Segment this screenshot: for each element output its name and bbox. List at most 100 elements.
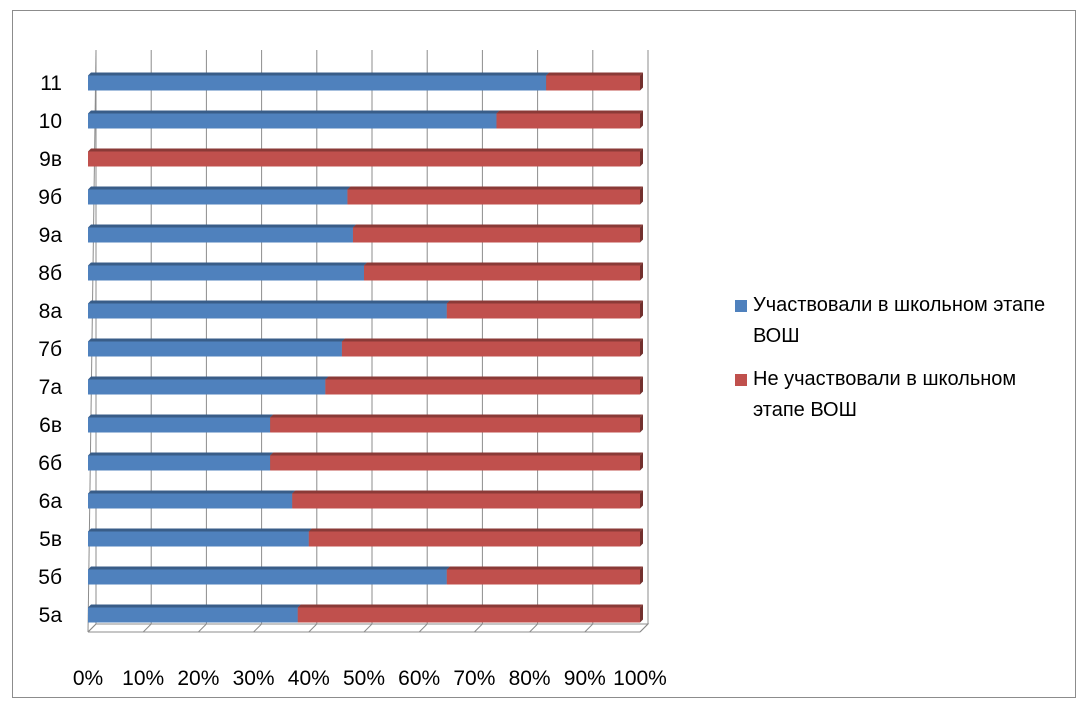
y-tick-label: 8а	[39, 300, 63, 323]
bar-side-1-9	[640, 262, 643, 281]
bar-0-13	[88, 113, 497, 129]
bar-top-0-8	[88, 300, 450, 304]
x-tick-label: 70%	[453, 667, 495, 690]
x-tick-label: 90%	[564, 667, 606, 690]
bar-1-2	[308, 531, 640, 547]
legend: Участвовали в школьном этапе ВОШ Не учас…	[735, 290, 1075, 438]
legend-swatch-participated	[735, 300, 747, 312]
bar-top-1-0	[297, 604, 643, 608]
gridline-floor-1	[142, 623, 152, 633]
bar-1-4	[270, 455, 640, 471]
y-tick-label: 5б	[38, 566, 62, 589]
y-tick-label: 11	[40, 72, 62, 95]
legend-label-not-participated: Не участвовали в школьном этапе ВОШ	[753, 368, 1017, 421]
bar-top-0-9	[88, 262, 367, 266]
bar-top-0-6	[88, 376, 329, 380]
y-tick-label: 9а	[39, 224, 63, 247]
legend-item-not-participated: Не участвовали в школьном этапе ВОШ	[735, 364, 1075, 426]
bar-1-11	[347, 189, 640, 205]
x-tick-label: 100%	[613, 667, 667, 690]
bar-0-10	[88, 227, 353, 243]
gridline-floor-2	[198, 623, 207, 633]
gridline-floor-4	[308, 623, 318, 633]
gridline-floor-6	[418, 623, 428, 633]
gridline-floor-5	[363, 623, 373, 633]
bar-side-1-4	[640, 452, 643, 471]
bar-side-1-12	[640, 148, 643, 167]
y-tick-label: 8б	[38, 262, 62, 285]
x-tick-label: 10%	[122, 667, 164, 690]
gridline-floor-0	[87, 623, 97, 633]
y-tick-label: 6б	[38, 452, 62, 475]
bar-top-1-5	[270, 414, 643, 418]
bar-side-1-2	[640, 528, 643, 547]
bar-1-0	[297, 607, 640, 623]
bar-top-1-8	[446, 300, 643, 304]
gridline-floor-3	[253, 623, 262, 633]
y-tick-label: 6а	[39, 490, 63, 513]
bar-1-8	[446, 303, 640, 319]
gridline-floor-10	[639, 623, 649, 633]
x-tick-label: 0%	[73, 667, 103, 690]
bar-top-0-1	[88, 566, 450, 570]
bar-side-1-1	[640, 566, 643, 585]
bar-0-6	[88, 379, 326, 395]
bar-1-12	[88, 151, 640, 167]
gridline-floor-8	[529, 623, 538, 633]
x-tick-label: 60%	[398, 667, 440, 690]
y-tick-label: 5в	[39, 528, 62, 551]
bar-top-0-2	[88, 528, 312, 532]
legend-item-participated: Участвовали в школьном этапе ВОШ	[735, 290, 1075, 352]
bar-side-1-14	[640, 72, 643, 91]
x-tick-label: 20%	[177, 667, 219, 690]
bar-top-1-14	[546, 72, 643, 76]
bar-side-1-10	[640, 224, 643, 243]
bar-top-0-11	[88, 186, 351, 190]
bar-layer	[88, 72, 643, 623]
y-tick-label: 9в	[39, 148, 62, 171]
bar-1-7	[341, 341, 640, 357]
bar-0-3	[88, 493, 293, 509]
bar-1-13	[496, 113, 640, 129]
x-tick-label: 30%	[233, 667, 275, 690]
bar-1-14	[546, 75, 640, 91]
bar-top-0-13	[88, 110, 500, 114]
bar-side-1-6	[640, 376, 643, 395]
y-tick-label: 7б	[38, 338, 62, 361]
bar-0-8	[88, 303, 447, 319]
bar-top-0-14	[88, 72, 550, 76]
gridline-floor-7	[474, 623, 483, 633]
x-tick-label: 80%	[509, 667, 551, 690]
bar-0-9	[88, 265, 364, 281]
bar-top-1-11	[347, 186, 643, 190]
bar-1-5	[270, 417, 640, 433]
legend-label-participated: Участвовали в школьном этапе ВОШ	[753, 294, 1046, 347]
bar-top-1-9	[364, 262, 643, 266]
bar-top-0-7	[88, 338, 345, 342]
bar-0-0	[88, 607, 298, 623]
bar-top-1-2	[308, 528, 643, 532]
bar-top-0-0	[88, 604, 301, 608]
bar-side-1-11	[640, 186, 643, 205]
bar-1-1	[446, 569, 640, 585]
bar-top-1-4	[270, 452, 643, 456]
bar-0-2	[88, 531, 309, 547]
x-tick-label: 50%	[343, 667, 385, 690]
bar-top-0-3	[88, 490, 296, 494]
bar-top-0-10	[88, 224, 356, 228]
bar-side-1-13	[640, 110, 643, 129]
bar-side-1-3	[640, 490, 643, 509]
label-layer: 0% 10% 20% 30% 40% 50% 60% 70% 80% 90% 100% 5а 5б 5в 6…	[38, 72, 667, 690]
bar-side-1-7	[640, 338, 643, 357]
bar-side-1-0	[640, 604, 643, 623]
gridline-floor-9	[584, 623, 594, 633]
y-tick-label: 6в	[39, 414, 62, 437]
x-tick-label: 40%	[288, 667, 330, 690]
bar-0-4	[88, 455, 271, 471]
bar-0-7	[88, 341, 342, 357]
bar-0-11	[88, 189, 348, 205]
bar-1-9	[364, 265, 640, 281]
y-tick-label: 10	[39, 110, 62, 133]
bar-top-1-13	[496, 110, 643, 114]
